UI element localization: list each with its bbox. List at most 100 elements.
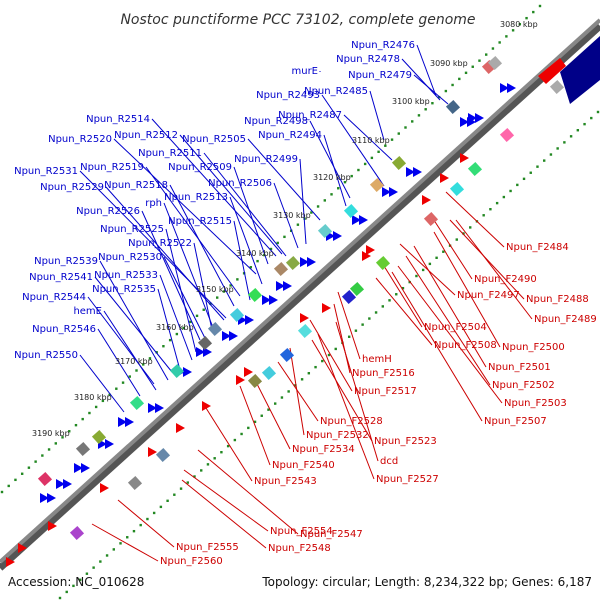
reverse-gene-label[interactable]: Npun_R2515 <box>168 216 232 227</box>
forward-gene-label[interactable]: Npun_F2508 <box>434 340 497 351</box>
forward-gene-label[interactable]: Npun_F2501 <box>488 362 551 373</box>
reverse-gene-arrow <box>105 439 114 449</box>
inner-tick-dot <box>415 274 418 278</box>
reverse-gene-label[interactable]: Npun_R2518 <box>104 180 168 191</box>
reverse-gene-label[interactable]: Npun_R2509 <box>168 162 232 173</box>
forward-gene-label[interactable]: Npun_F2548 <box>268 543 331 554</box>
forward-gene-arrow <box>6 557 15 567</box>
reverse-gene-label[interactable]: Npun_R2529 <box>40 182 104 193</box>
forward-gene-label[interactable]: Npun_F2543 <box>254 476 317 487</box>
reverse-gene-label[interactable]: Npun_R2513 <box>164 192 228 203</box>
forward-gene-label[interactable]: Npun_F2532 <box>306 430 369 441</box>
inner-tick-dot <box>186 481 189 484</box>
forward-gene-label[interactable]: Npun_F2484 <box>506 242 569 253</box>
forward-gene-label[interactable]: Npun_F2489 <box>534 314 597 325</box>
forward-gene-label[interactable]: Npun_F2540 <box>272 460 335 471</box>
reverse-label-connector <box>103 310 157 391</box>
forward-gene-label[interactable]: Npun_F2504 <box>424 322 487 333</box>
reverse-gene-label[interactable]: Npun_R2506 <box>208 178 272 189</box>
forward-gene-label[interactable]: Npun_F2507 <box>484 416 547 427</box>
forward-gene-label[interactable]: Npun_F2517 <box>354 386 417 397</box>
forward-gene-label[interactable]: Npun_F2547 <box>300 529 363 540</box>
outer-tick-dot <box>424 108 427 111</box>
inner-tick-dot <box>368 317 371 320</box>
reverse-gene-label[interactable]: Npun_R2478 <box>336 54 400 65</box>
forward-gene-arrow <box>244 367 253 377</box>
kbp-tick-label: 3090 kbp <box>430 59 468 68</box>
outer-tick-dot <box>404 126 407 129</box>
reverse-gene-label[interactable]: Npun_R2493 <box>256 90 320 101</box>
backbone-shadow <box>0 23 600 571</box>
inner-tick-dot <box>166 499 169 502</box>
reverse-gene-label[interactable]: Npun_R2519 <box>80 162 144 173</box>
forward-gene-label[interactable]: Npun_F2527 <box>376 474 439 485</box>
forward-gene-label[interactable]: Npun_F2500 <box>502 342 565 353</box>
inner-tick-dot <box>247 426 250 430</box>
reverse-gene-label[interactable]: Npun_R2476 <box>351 40 415 51</box>
reverse-label-connector <box>163 256 209 345</box>
inner-tick-dot <box>596 110 600 114</box>
outer-tick-dot <box>202 308 205 311</box>
reverse-gene-label[interactable]: Npun_R2487 <box>278 110 342 121</box>
reverse-gene-label[interactable]: Npun_R2539 <box>34 256 98 267</box>
gene-feature-box <box>549 79 565 95</box>
reverse-gene-label[interactable]: Npun_R2525 <box>100 224 164 235</box>
reverse-gene-label[interactable]: Npun_R2511 <box>138 148 202 159</box>
inner-tick-dot <box>78 578 82 581</box>
reverse-gene-label[interactable]: murE <box>291 66 318 77</box>
reverse-gene-label[interactable]: Npun_R2533 <box>94 270 158 281</box>
reverse-gene-label[interactable]: Npun_R2494 <box>258 130 322 141</box>
forward-gene-label[interactable]: Npun_F2554 <box>270 526 333 537</box>
reverse-gene-arrow <box>63 479 72 489</box>
forward-gene-label[interactable]: dcd <box>380 456 398 467</box>
inner-tick-dot <box>253 420 257 424</box>
reverse-gene-label[interactable]: Npun_R2520 <box>48 134 112 145</box>
forward-gene-label[interactable]: Npun_F2488 <box>526 294 589 305</box>
reverse-gene-label[interactable]: Npun_R2514 <box>86 114 150 125</box>
reverse-gene-label[interactable]: Npun_R2479 <box>348 70 412 81</box>
forward-gene-label[interactable]: Npun_F2497 <box>457 290 520 301</box>
reverse-gene-label[interactable]: rph <box>145 198 162 209</box>
outer-tick-dot <box>142 363 145 366</box>
outer-tick-dot <box>14 478 17 482</box>
forward-gene-label[interactable]: Npun_F2560 <box>160 556 223 567</box>
forward-gene-label[interactable]: Npun_F2502 <box>492 380 555 391</box>
reverse-gene-label[interactable]: Npun_R2512 <box>114 130 178 141</box>
forward-label-connector <box>337 291 361 360</box>
forward-gene-label[interactable]: hemH <box>362 354 392 365</box>
reverse-gene-arrow <box>359 215 368 225</box>
reverse-gene-label[interactable]: Npun_R2530 <box>98 252 162 263</box>
reverse-gene-label[interactable]: Npun_R2531 <box>14 166 78 177</box>
inner-tick-dot <box>294 384 297 387</box>
forward-gene-label[interactable]: Npun_F2516 <box>352 368 415 379</box>
reverse-gene-label[interactable]: Npun_R2546 <box>32 324 96 335</box>
forward-gene-label[interactable]: Npun_F2555 <box>176 542 239 553</box>
gene-feature-box <box>69 525 85 541</box>
forward-gene-label[interactable]: Npun_F2523 <box>374 436 437 447</box>
reverse-gene-label[interactable]: Npun_R2535 <box>92 284 156 295</box>
inner-tick-dot <box>556 147 559 150</box>
reverse-gene-label[interactable]: Npun_R2498 <box>244 116 308 127</box>
reverse-gene-label[interactable]: Npun_R2522 <box>128 238 192 249</box>
reverse-gene-label[interactable]: Npun_R2550 <box>14 350 78 361</box>
reverse-gene-label[interactable]: Npun_R2505 <box>182 134 246 145</box>
reverse-gene-label[interactable]: Npun_R2541 <box>29 272 93 283</box>
reverse-gene-label[interactable]: Npun_R2544 <box>22 292 86 303</box>
reverse-gene-label[interactable]: Npun_R2485 <box>304 86 368 97</box>
reverse-gene-label[interactable]: Npun_R2499 <box>234 154 298 165</box>
reverse-gene-label[interactable]: hemE <box>73 306 102 317</box>
gene-features <box>6 36 600 567</box>
reverse-label-connector <box>309 120 351 199</box>
outer-tick-dot <box>168 338 172 342</box>
forward-gene-label[interactable]: Npun_F2503 <box>504 398 567 409</box>
outer-tick-dot <box>162 345 165 348</box>
forward-gene-label[interactable]: Npun_F2490 <box>474 274 537 285</box>
forward-gene-label[interactable]: Npun_F2534 <box>292 444 355 455</box>
forward-gene-label[interactable]: Npun_F2528 <box>320 416 383 427</box>
inner-tick-dot <box>462 232 465 235</box>
inner-tick-dot <box>307 372 311 375</box>
gene-feature-box <box>75 441 91 457</box>
reverse-gene-label[interactable]: Npun_R2526 <box>76 206 140 217</box>
kbp-tick-label: 3150 kbp <box>196 285 234 294</box>
outer-tick-dot <box>263 253 266 257</box>
